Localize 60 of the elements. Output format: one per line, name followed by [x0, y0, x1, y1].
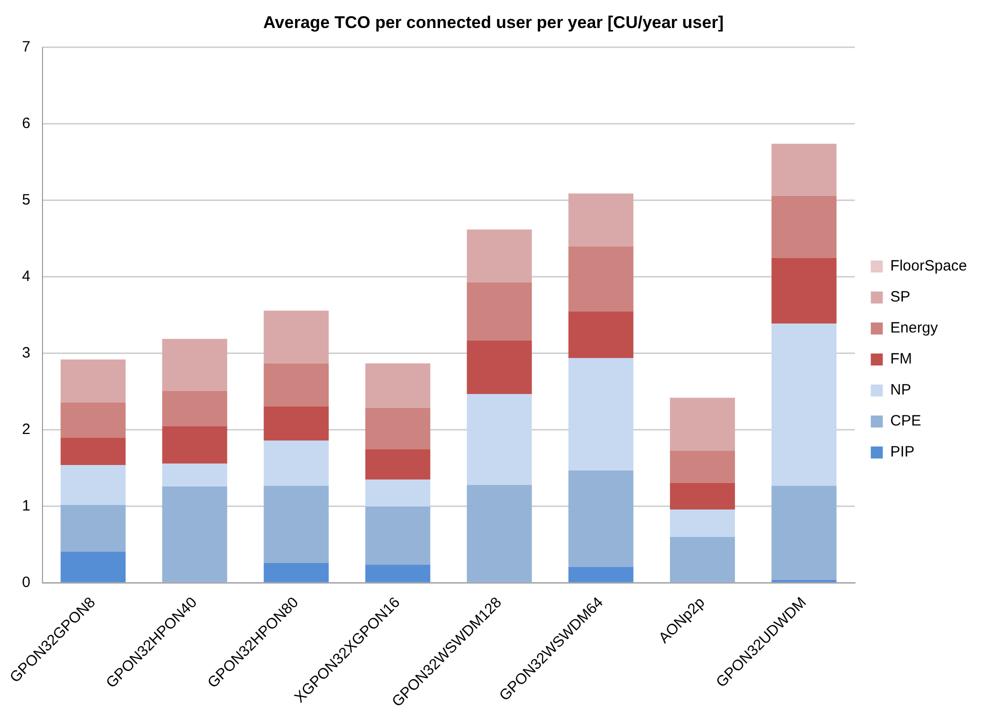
bar — [568, 311, 634, 358]
bar — [60, 504, 126, 552]
bar — [670, 482, 735, 510]
bar — [365, 506, 430, 565]
y-tick-label: 5 — [22, 192, 30, 209]
y-tick-label: 4 — [22, 268, 30, 286]
bar — [466, 282, 532, 340]
bar — [162, 464, 228, 487]
y-tick-label: 6 — [22, 115, 30, 132]
bar — [60, 465, 126, 505]
bar — [60, 402, 126, 438]
bar — [365, 363, 430, 408]
bar — [365, 480, 430, 506]
bar — [466, 340, 532, 394]
bar — [772, 258, 837, 324]
bar — [365, 449, 430, 480]
bar — [568, 566, 634, 582]
y-tick-label: 2 — [22, 421, 30, 438]
bar — [264, 363, 329, 406]
chart-title: Average TCO per connected user per year [CU/year user] — [263, 12, 724, 32]
legend-label: FloorSpace — [890, 258, 968, 275]
bar — [772, 324, 837, 486]
y-tick-label: 1 — [22, 498, 30, 515]
bar — [162, 426, 228, 464]
bar — [568, 358, 634, 470]
bar — [568, 470, 634, 567]
bar — [670, 450, 735, 483]
bar — [568, 246, 634, 312]
legend-label: Energy — [890, 320, 938, 337]
bar — [466, 485, 532, 582]
bar — [466, 394, 532, 486]
bar — [264, 310, 329, 364]
y-tick-label: 7 — [22, 38, 30, 56]
y-tick-label: 3 — [22, 344, 30, 362]
legend-label: CPE — [890, 412, 922, 430]
bar — [264, 563, 329, 582]
bar — [162, 486, 228, 582]
bar — [670, 537, 735, 582]
bar — [264, 486, 329, 564]
bar — [264, 440, 329, 486]
bar — [60, 552, 126, 582]
legend-label: PIP — [890, 444, 914, 461]
legend-label: SP — [890, 288, 910, 306]
bar — [365, 408, 430, 450]
bar — [365, 564, 430, 582]
bar — [772, 144, 837, 196]
bar — [568, 194, 634, 246]
bar — [670, 510, 735, 538]
y-tick-label: 0 — [22, 574, 30, 592]
bar — [162, 338, 228, 391]
bar — [264, 406, 329, 441]
bar — [466, 229, 532, 282]
legend-label: FM — [890, 350, 912, 368]
bar — [772, 196, 837, 258]
bar — [162, 390, 228, 426]
bar — [60, 438, 126, 466]
bar — [772, 486, 837, 580]
legend-label: NP — [890, 382, 912, 399]
bar — [670, 398, 735, 451]
bar — [60, 360, 126, 402]
